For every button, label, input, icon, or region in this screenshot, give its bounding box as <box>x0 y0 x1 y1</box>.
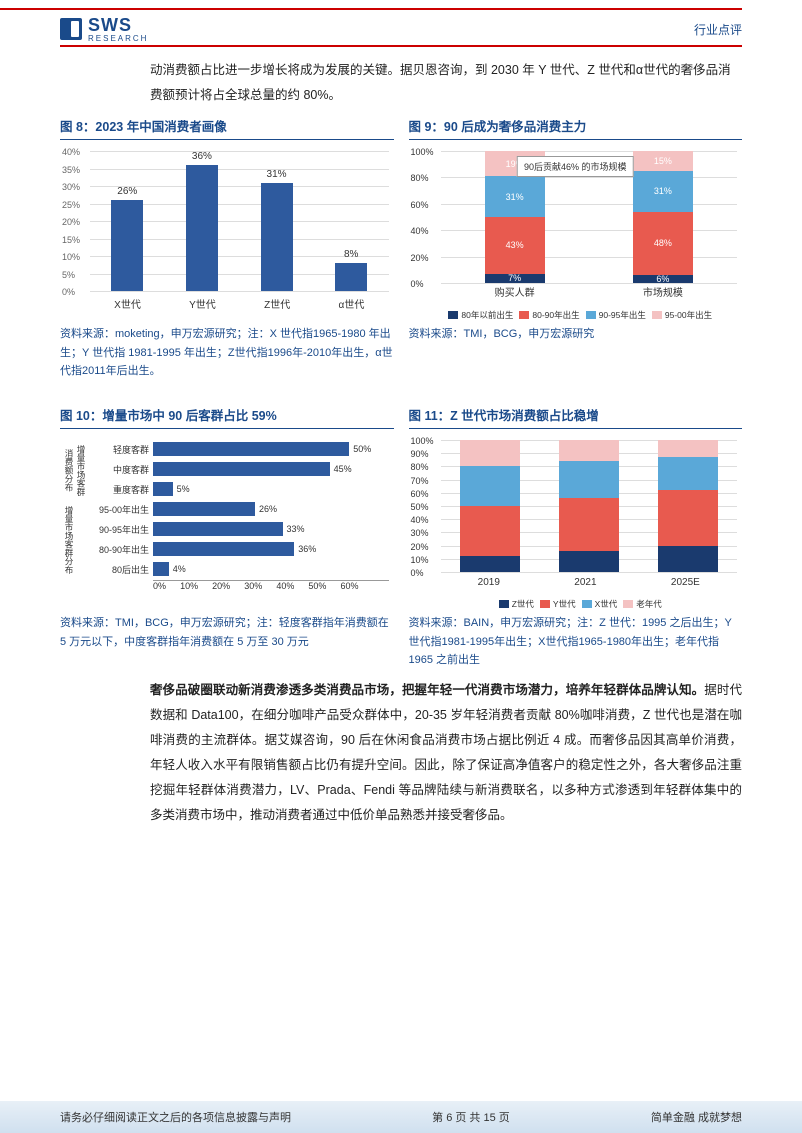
chart11-column: 图 11：Z 世代市场消费额占比稳增 0%10%20%30%40%50%60%7… <box>409 405 743 670</box>
chart10-row: 重度客群5% <box>83 480 389 498</box>
stacked-segment: 48% <box>633 212 693 275</box>
stacked-bar: 6%48%31%15% <box>633 151 693 283</box>
footer-disclaimer: 请务必仔细阅读正文之后的各项信息披露与声明 <box>60 1109 291 1125</box>
legend-item: Y世代 <box>540 598 576 610</box>
stacked-xlabel: 2019 <box>478 577 500 588</box>
chart10-area: 增量市场客群 消费额分布轻度客群50% 中度客群45% 重度客群5% 增量市场客群分布… <box>60 435 394 610</box>
stacked-bar <box>658 440 718 572</box>
chart8-xlabel: Z世代 <box>264 296 290 311</box>
chart10-group-label: 增量市场客群 消费额分布 <box>63 442 87 498</box>
intro-paragraph: 动消费额占比进一步增长将成为发展的关键。据贝恩咨询，到 2030 年 Y 世代、… <box>60 58 742 108</box>
chart10-xtick: 10% <box>180 581 198 591</box>
charts-row-2: 图 10：增量市场中 90 后客群占比 59% 增量市场客群 消费额分布轻度客群… <box>60 405 742 670</box>
chart8-xlabel: α世代 <box>339 296 365 311</box>
stacked-segment: 31% <box>633 171 693 212</box>
stacked-segment <box>559 461 619 498</box>
chart8-bar: 36% <box>186 165 218 291</box>
chart10-title: 图 10：增量市场中 90 后客群占比 59% <box>60 405 394 429</box>
legend-item: 80-90年出生 <box>519 309 579 321</box>
chart8-area: 0%5%10%15%20%25%30%35%40%26%36%31%8%X世代Y… <box>60 146 394 321</box>
stacked-segment: 15% <box>633 151 693 171</box>
stacked-segment <box>559 551 619 572</box>
page-content: 动消费额占比进一步增长将成为发展的关键。据贝恩咨询，到 2030 年 Y 世代、… <box>0 48 802 828</box>
stacked-xlabel: 2021 <box>574 577 596 588</box>
body-paragraph: 奢侈品破圈联动新消费渗透多类消费品市场，把握年轻一代消费市场潜力，培养年轻群体品… <box>60 678 742 828</box>
chart10-xtick: 40% <box>276 581 294 591</box>
chart11-source: 资料来源：BAIN，申万宏源研究；注：Z 世代：1995 之后出生；Y世代指19… <box>409 614 743 670</box>
chart9-column: 图 9：90 后成为奢侈品消费主力 0%20%40%60%80%100%7%43… <box>409 116 743 381</box>
chart9-area: 0%20%40%60%80%100%7%43%31%19%6%48%31%15%… <box>409 146 743 321</box>
chart10-row: 90-95年出生33% <box>83 520 389 538</box>
chart10-xtick: 60% <box>340 581 358 591</box>
logo-icon <box>60 18 82 40</box>
stacked-segment: 31% <box>485 176 545 217</box>
chart8-column: 图 8：2023 年中国消费者画像 0%5%10%15%20%25%30%35%… <box>60 116 394 381</box>
legend-item: 80年以前出生 <box>448 309 513 321</box>
chart8-xlabel: X世代 <box>114 296 141 311</box>
page-footer: 请务必仔细阅读正文之后的各项信息披露与声明 第 6 页 共 15 页 简单金融 … <box>0 1101 802 1133</box>
chart10-row: 80后出生4% <box>83 560 389 578</box>
chart8-bar: 31% <box>261 183 293 292</box>
chart10-source: 资料来源：TMI，BCG，申万宏源研究；注：轻度客群指年消费额在 5 万元以下，… <box>60 614 394 651</box>
footer-page-number: 第 6 页 共 15 页 <box>432 1109 510 1125</box>
header-separator <box>60 45 742 47</box>
chart10-xtick: 0% <box>153 581 166 591</box>
stacked-segment <box>559 440 619 461</box>
legend-item: 老年代 <box>623 598 662 610</box>
stacked-bar <box>460 440 520 572</box>
legend-item: Z世代 <box>499 598 534 610</box>
logo-main: SWS <box>88 15 148 36</box>
body-rest: 据时代数据和 Data100，在细分咖啡产品受众群体中，20-35 岁年轻消费者… <box>150 683 742 822</box>
chart10-row: 80-90年出生36% <box>83 540 389 558</box>
chart-annotation: 90后贡献46% 的市场规模 <box>517 156 634 177</box>
stacked-segment <box>460 466 520 506</box>
legend-item: X世代 <box>582 598 618 610</box>
page-header: SWS RESEARCH 行业点评 <box>0 0 802 48</box>
chart10-group-label: 增量市场客群分布 <box>63 502 75 578</box>
stacked-segment <box>658 546 718 572</box>
stacked-segment: 7% <box>485 274 545 283</box>
chart11-title: 图 11：Z 世代市场消费额占比稳增 <box>409 405 743 429</box>
chart9-source: 资料来源：TMI，BCG，申万宏源研究 <box>409 325 743 344</box>
stacked-xlabel: 市场规模 <box>643 284 683 299</box>
chart10-xtick: 30% <box>244 581 262 591</box>
chart8-bar: 8% <box>335 263 367 291</box>
chart10-row: 中度客群45% <box>83 460 389 478</box>
chart8-source: 资料来源：moketing，申万宏源研究；注：X 世代指1965-1980 年出… <box>60 325 394 381</box>
chart10-row: 95-00年出生26% <box>83 500 389 518</box>
stacked-bar <box>559 440 619 572</box>
stacked-segment <box>460 556 520 572</box>
stacked-segment <box>658 440 718 457</box>
logo-sub: RESEARCH <box>88 34 148 43</box>
chart8-xlabel: Y世代 <box>189 296 216 311</box>
stacked-segment <box>460 440 520 466</box>
stacked-segment <box>559 498 619 551</box>
stacked-xlabel: 购买人群 <box>495 284 535 299</box>
body-bold: 奢侈品破圈联动新消费渗透多类消费品市场，把握年轻一代消费市场潜力，培养年轻群体品… <box>150 683 704 697</box>
chart10-xtick: 20% <box>212 581 230 591</box>
charts-row-1: 图 8：2023 年中国消费者画像 0%5%10%15%20%25%30%35%… <box>60 116 742 381</box>
stacked-xlabel: 2025E <box>671 577 700 588</box>
chart10-row: 轻度客群50% <box>83 440 389 458</box>
stacked-segment: 6% <box>633 275 693 283</box>
legend-item: 95-00年出生 <box>652 309 712 321</box>
stacked-segment <box>658 490 718 545</box>
stacked-segment: 43% <box>485 217 545 274</box>
stacked-segment <box>460 506 520 556</box>
legend-item: 90-95年出生 <box>586 309 646 321</box>
chart8-title: 图 8：2023 年中国消费者画像 <box>60 116 394 140</box>
chart8-bar: 26% <box>111 200 143 291</box>
chart11-area: 0%10%20%30%40%50%60%70%80%90%100%2019202… <box>409 435 743 610</box>
stacked-segment <box>658 457 718 490</box>
chart10-column: 图 10：增量市场中 90 后客群占比 59% 增量市场客群 消费额分布轻度客群… <box>60 405 394 670</box>
footer-slogan: 简单金融 成就梦想 <box>651 1109 742 1125</box>
chart9-title: 图 9：90 后成为奢侈品消费主力 <box>409 116 743 140</box>
header-category: 行业点评 <box>694 21 742 38</box>
sws-logo: SWS RESEARCH <box>60 15 148 43</box>
chart10-xtick: 50% <box>308 581 326 591</box>
